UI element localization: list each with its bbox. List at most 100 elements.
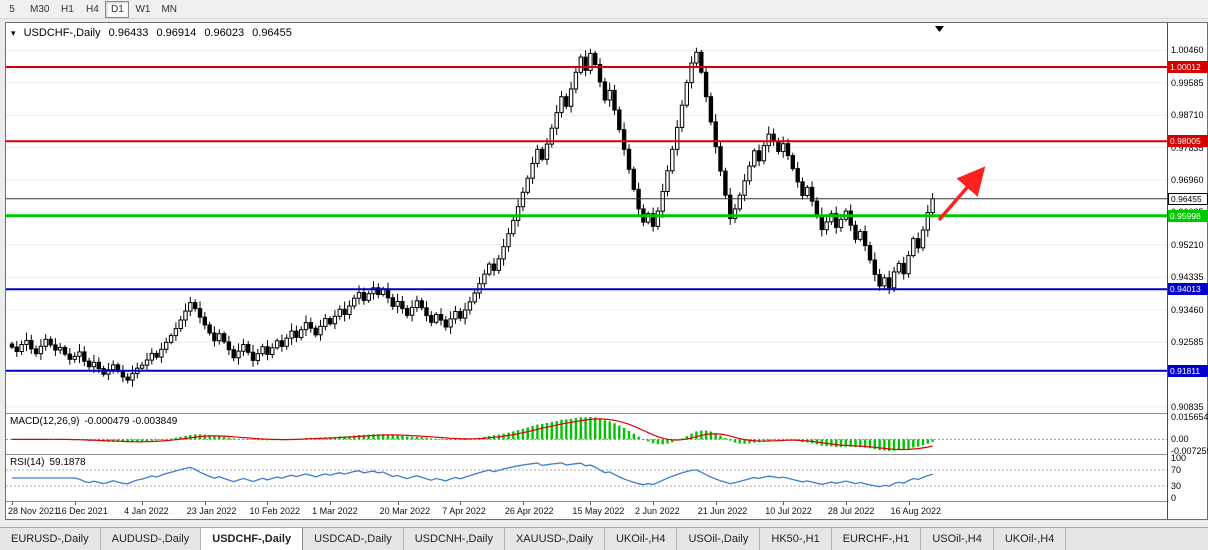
timeframe-button-mn[interactable]: MN — [161, 3, 178, 15]
date-tick-mark — [204, 502, 206, 505]
candle — [617, 109, 622, 131]
candle — [164, 341, 169, 350]
candle — [525, 177, 530, 193]
candle — [149, 352, 155, 361]
candle — [809, 186, 815, 202]
candle — [891, 271, 897, 289]
candle — [409, 306, 415, 316]
price-tick-label: 0.95210 — [1171, 239, 1204, 250]
candle — [761, 145, 767, 162]
candle — [462, 309, 468, 319]
candle — [217, 333, 222, 342]
candle — [376, 287, 381, 295]
candle — [371, 287, 376, 295]
candle — [303, 322, 309, 331]
candle — [342, 308, 347, 315]
date-tick-mark — [908, 502, 910, 505]
candle — [530, 162, 535, 179]
instrument-tab-eurusd-daily[interactable]: EURUSD-,Daily — [0, 528, 101, 550]
candle — [694, 51, 699, 64]
candle — [834, 213, 839, 228]
candle — [535, 148, 540, 164]
candle — [901, 262, 906, 275]
instrument-tab-ukoil-h4[interactable]: UKOil-,H4 — [605, 528, 678, 550]
timeframe-button-w1[interactable]: W1 — [135, 3, 151, 15]
instrument-tab-hk50-h1[interactable]: HK50-,H1 — [760, 528, 832, 550]
candle — [573, 71, 579, 90]
instrument-tab-usdchf-daily[interactable]: USDCHF-,Daily — [201, 528, 304, 550]
instrument-tab-xauusd-daily[interactable]: XAUUSD-,Daily — [505, 528, 605, 550]
level-price-tag: 0.91811 — [1168, 364, 1208, 377]
candle — [882, 277, 887, 287]
price-axis[interactable]: 1.004600.995850.987100.978350.969600.960… — [1167, 23, 1208, 519]
candle — [588, 52, 593, 71]
candle — [29, 339, 34, 350]
candle — [299, 329, 304, 339]
candle — [795, 168, 800, 183]
candle — [77, 351, 82, 357]
candle — [549, 127, 554, 145]
candle — [284, 337, 289, 347]
instrument-tab-eurchf-h1[interactable]: EURCHF-,H1 — [832, 528, 922, 550]
candle — [352, 297, 357, 307]
date-axis[interactable]: 28 Nov 2021 16 Dec 2021 4 Jan 2022 23 Jan 2… — [6, 502, 1167, 519]
candle — [236, 350, 241, 359]
macd-panel-canvas[interactable] — [6, 414, 1167, 454]
timeframe-button-m30[interactable]: M30 — [30, 3, 50, 15]
price-tick-label: 0.96960 — [1171, 175, 1204, 186]
candle — [708, 96, 714, 123]
shift-marker-icon[interactable] — [935, 26, 944, 32]
instrument-tab-usdcad-daily[interactable]: USDCAD-,Daily — [303, 528, 404, 550]
candle — [597, 64, 603, 83]
candle — [660, 191, 665, 212]
instrument-tab-usdcnh-daily[interactable]: USDCNH-,Daily — [404, 528, 505, 550]
panel-separator — [6, 413, 1207, 414]
candle — [631, 168, 636, 190]
candle — [665, 170, 670, 193]
instrument-tab-usoil-h4[interactable]: USOil-,H4 — [921, 528, 994, 550]
candle — [785, 143, 791, 157]
candle — [313, 327, 318, 336]
timeframe-button-h1[interactable]: H1 — [61, 3, 74, 15]
candle — [72, 355, 77, 360]
trend-arrow[interactable] — [937, 166, 986, 222]
candle — [188, 302, 193, 312]
rsi-panel-canvas[interactable] — [6, 455, 1167, 501]
candle — [178, 319, 183, 329]
candle — [390, 297, 396, 307]
candle — [58, 346, 63, 351]
instrument-tab-ukoil-h4[interactable]: UKOil-,H4 — [994, 528, 1067, 550]
date-label: 28 Jul 2022 — [827, 506, 875, 516]
instrument-tab-usoil-daily[interactable]: USOil-,Daily — [677, 528, 761, 550]
candle — [366, 293, 371, 301]
timeframe-button-h4[interactable]: H4 — [86, 3, 99, 15]
horizontal-level-lines[interactable] — [6, 66, 1167, 372]
price-axis-main: 1.004600.995850.987100.978350.969600.960… — [1168, 23, 1208, 413]
candle — [564, 96, 569, 107]
candle — [578, 56, 583, 73]
candle — [713, 121, 718, 148]
candle — [515, 206, 521, 221]
candle — [853, 224, 858, 240]
main-chart-canvas[interactable] — [6, 23, 1167, 413]
candle — [443, 319, 449, 328]
candle — [183, 310, 188, 321]
candle — [332, 315, 338, 325]
timeframe-button-d1[interactable]: D1 — [105, 0, 130, 18]
timeframe-button-5[interactable]: 5 — [9, 3, 15, 15]
candle — [520, 191, 526, 208]
candle — [429, 315, 434, 323]
date-label: 28 Nov 2021 — [8, 506, 60, 516]
date-tick-mark — [12, 502, 13, 505]
candle — [9, 343, 15, 348]
candle — [385, 288, 391, 299]
candle — [270, 347, 275, 355]
candle — [568, 88, 574, 107]
date-label: 10 Jul 2022 — [765, 506, 812, 516]
collapse-icon[interactable]: ▾ — [11, 28, 16, 38]
candle — [226, 341, 232, 351]
candle — [120, 370, 126, 378]
candle — [202, 316, 208, 326]
rsi-level-lines — [6, 469, 1167, 487]
instrument-tab-audusd-daily[interactable]: AUDUSD-,Daily — [101, 528, 202, 550]
